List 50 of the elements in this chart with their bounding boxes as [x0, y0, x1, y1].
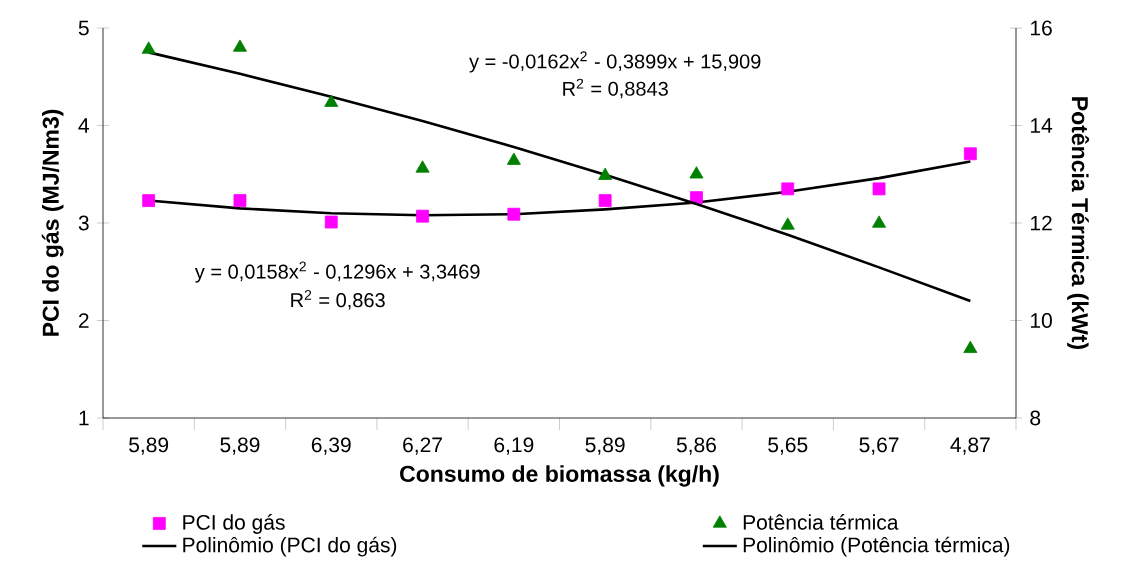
y2-tick-label: 14 [1030, 118, 1053, 133]
point [963, 340, 978, 353]
x-tick-label: 5,89 [129, 437, 169, 455]
x-tick-label: 4,87 [950, 437, 990, 455]
x-tick-label: 5,65 [768, 437, 808, 455]
y2-axis-title: Potência Térmica (kWt) [1067, 97, 1090, 349]
legend-label: Polinômio (PCI do gás) [183, 536, 397, 557]
legend-label: Potência térmica [743, 514, 899, 530]
point [872, 182, 886, 196]
x-axis-title: Consumo de biomassa (kg/h) [400, 465, 719, 487]
y2-tick-label: 16 [1030, 20, 1052, 36]
point [872, 215, 887, 228]
point [324, 94, 339, 107]
y2-tick-label: 8 [1030, 410, 1041, 426]
x-tick-label: 6,39 [311, 437, 351, 455]
point [598, 194, 612, 207]
y2-tick-label: 10 [1030, 313, 1052, 328]
y-tick-label: 3 [78, 215, 89, 231]
x-tick-label: 5,89 [220, 437, 260, 455]
point [507, 207, 521, 221]
point [780, 217, 795, 230]
y-axis-title: PCI do gás (MJ/Nm3) [41, 109, 64, 336]
point [689, 166, 704, 179]
point [324, 215, 338, 229]
annotation: y = -0,0162x$^{2}$ - 0,3899x + 15,909 [469, 51, 761, 73]
x-tick-label: 5,86 [676, 437, 716, 455]
x-tick-label: 5,89 [585, 437, 625, 455]
x-tick-label: 6,27 [403, 437, 442, 455]
y-tick-label: 4 [78, 118, 89, 133]
legend-label: PCI do gás [183, 514, 285, 534]
point [781, 182, 795, 196]
annotation: R$^{2}$ = 0,863 [291, 290, 385, 310]
point [963, 147, 977, 161]
y-tick-label: 1 [79, 410, 89, 426]
point [415, 160, 430, 173]
x-tick-label: 6,19 [494, 437, 534, 455]
y-tick-label: 2 [78, 313, 89, 328]
point [598, 167, 613, 180]
legend-label: Polinômio (Potência térmica) [743, 536, 1010, 557]
annotation: y = 0,0158x$^{2}$ - 0,1296x + 3,3469 [194, 261, 480, 283]
point [141, 41, 156, 54]
y-tick-label: 5 [78, 20, 89, 36]
annotation: R$^{2}$ = 0,8843 [563, 78, 668, 99]
point [506, 152, 521, 165]
point [232, 39, 247, 52]
point [416, 209, 429, 223]
point [233, 194, 247, 207]
x-tick-label: 5,67 [859, 437, 899, 455]
point [142, 194, 156, 207]
y2-tick-label: 12 [1030, 215, 1052, 231]
